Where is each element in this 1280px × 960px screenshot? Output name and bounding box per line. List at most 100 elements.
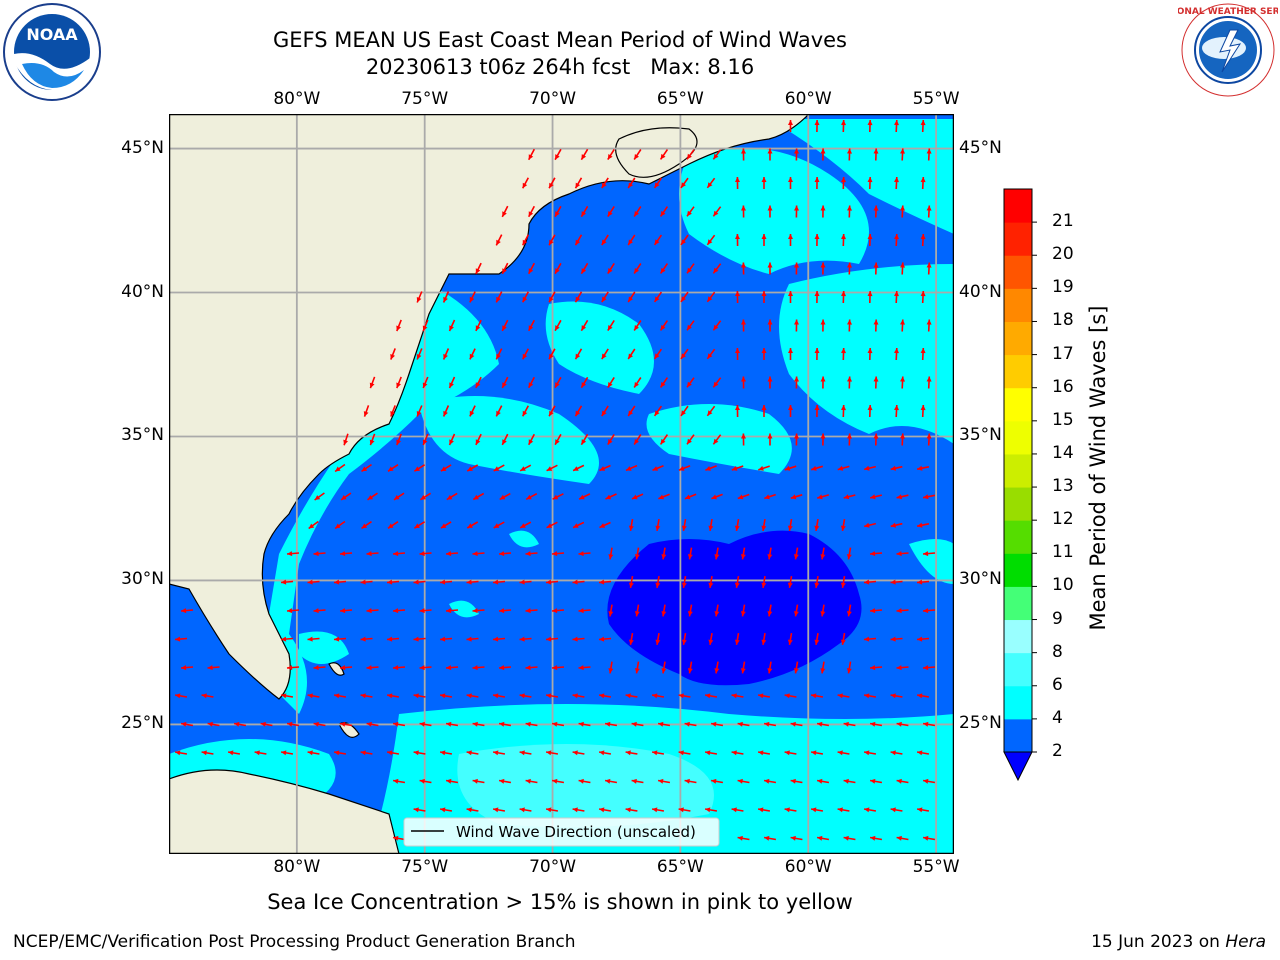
wave-arrow-head bbox=[493, 523, 500, 528]
wave-arrow-head bbox=[713, 381, 719, 388]
wave-arrow-head bbox=[528, 268, 534, 274]
wave-arrow-head bbox=[846, 554, 852, 560]
wave-arrow-head bbox=[366, 608, 372, 614]
wave-arrow-head bbox=[655, 639, 661, 645]
wave-arrow-head bbox=[313, 551, 319, 557]
wave-arrow-head bbox=[552, 608, 558, 614]
wave-arrow-head bbox=[419, 778, 425, 784]
wave-arrow-head bbox=[628, 525, 634, 531]
wave-arrow-head bbox=[920, 348, 926, 354]
wave-arrow-head bbox=[735, 405, 740, 410]
wave-arrow-head bbox=[599, 693, 605, 699]
wave-arrow-head bbox=[761, 177, 767, 182]
wave-arrow-head bbox=[307, 636, 313, 642]
wave-arrow-head bbox=[814, 405, 820, 410]
wave-arrow-head bbox=[175, 693, 181, 699]
lat-tick-label: 40°N bbox=[121, 281, 164, 302]
wave-arrow-head bbox=[201, 693, 207, 699]
wave-arrow-head bbox=[625, 750, 631, 756]
wave-arrow-head bbox=[546, 466, 553, 471]
wave-arrow-head bbox=[607, 268, 613, 274]
wave-arrow-head bbox=[790, 494, 797, 500]
colorbar-tick-label: 13 bbox=[1052, 476, 1074, 497]
wave-arrow-head bbox=[388, 523, 394, 529]
wave-arrow-head bbox=[731, 807, 737, 813]
wave-arrow-head bbox=[496, 353, 501, 360]
wave-arrow-head bbox=[334, 636, 340, 642]
period-below-2-region bbox=[607, 530, 862, 686]
wave-arrow-head bbox=[758, 693, 764, 699]
wave-arrow-head bbox=[525, 665, 531, 671]
wave-arrow-head bbox=[740, 554, 746, 560]
lat-tick-label: 25°N bbox=[959, 713, 1002, 734]
wave-arrow-head bbox=[387, 693, 393, 699]
wave-arrow-head bbox=[631, 721, 637, 727]
wave-arrow-head bbox=[361, 466, 368, 472]
wave-arrow-head bbox=[734, 582, 740, 588]
wave-arrow-head bbox=[890, 807, 896, 813]
wave-arrow-head bbox=[687, 324, 692, 331]
wave-arrow-head bbox=[923, 551, 929, 557]
wave-arrow-head bbox=[658, 778, 664, 784]
wave-arrow-head bbox=[767, 668, 773, 674]
wave-arrow-head bbox=[369, 439, 375, 446]
wave-arrow-head bbox=[519, 579, 525, 585]
wave-arrow-head bbox=[607, 211, 613, 217]
wave-arrow-head bbox=[896, 665, 902, 671]
colorbar-segment bbox=[1004, 420, 1032, 455]
wave-arrow-head bbox=[525, 608, 531, 614]
wave-arrow-head bbox=[572, 579, 578, 585]
wave-arrow-head bbox=[820, 319, 826, 325]
wave-arrow-head bbox=[522, 239, 528, 246]
wave-arrow-head bbox=[654, 182, 660, 188]
wave-arrow-head bbox=[707, 296, 713, 302]
map-title: GEFS MEAN US East Coast Mean Period of W… bbox=[273, 28, 847, 52]
wave-arrow-head bbox=[581, 268, 587, 274]
wave-arrow-head bbox=[864, 807, 870, 813]
wave-arrow-head bbox=[708, 639, 714, 645]
land-areas bbox=[169, 114, 810, 854]
wave-arrow-head bbox=[634, 268, 639, 274]
wave-arrow-head bbox=[840, 639, 846, 645]
wave-arrow-head bbox=[711, 721, 717, 727]
wave-arrow-head bbox=[413, 750, 419, 756]
wave-arrow-head bbox=[814, 291, 820, 296]
wave-arrow-head bbox=[555, 382, 560, 388]
wave-arrow-head bbox=[681, 182, 686, 188]
wave-arrow-head bbox=[628, 639, 634, 645]
colorbar-tick-label: 18 bbox=[1052, 310, 1074, 331]
wave-arrow-head bbox=[713, 438, 719, 445]
wave-arrow-head bbox=[260, 721, 266, 727]
wave-arrow-head bbox=[340, 608, 346, 614]
wave-arrow-head bbox=[519, 693, 525, 699]
wave-arrow-head bbox=[900, 148, 905, 154]
wave-arrow-head bbox=[387, 636, 393, 642]
wave-arrow-head bbox=[607, 439, 613, 445]
lat-tick-label: 30°N bbox=[121, 569, 164, 590]
wave-arrow-head bbox=[761, 234, 767, 239]
wave-arrow-head bbox=[896, 551, 902, 557]
wave-arrow-head bbox=[820, 148, 826, 154]
wave-arrow-head bbox=[864, 750, 870, 756]
wave-arrow-head bbox=[926, 376, 932, 382]
wave-arrow-head bbox=[687, 153, 692, 160]
wave-arrow-head bbox=[740, 611, 746, 617]
wave-arrow-head bbox=[419, 551, 425, 557]
wave-arrow-head bbox=[767, 433, 773, 439]
wave-arrow-head bbox=[713, 267, 719, 274]
wave-arrow-head bbox=[634, 382, 639, 388]
wave-arrow-head bbox=[607, 325, 613, 331]
wave-arrow-head bbox=[896, 835, 902, 841]
wave-arrow-head bbox=[707, 239, 713, 245]
wave-arrow-head bbox=[607, 154, 613, 160]
wave-arrow-head bbox=[446, 551, 452, 557]
wave-arrow-head bbox=[440, 693, 446, 699]
wave-arrow-head bbox=[890, 522, 897, 528]
wave-arrow-head bbox=[393, 778, 399, 784]
wave-arrow-head bbox=[714, 668, 720, 674]
wave-arrow-head bbox=[578, 608, 584, 614]
wave-arrow-head bbox=[496, 296, 501, 303]
wave-arrow-head bbox=[475, 268, 481, 274]
wave-arrow-head bbox=[890, 579, 896, 585]
wave-arrow-head bbox=[652, 807, 658, 813]
